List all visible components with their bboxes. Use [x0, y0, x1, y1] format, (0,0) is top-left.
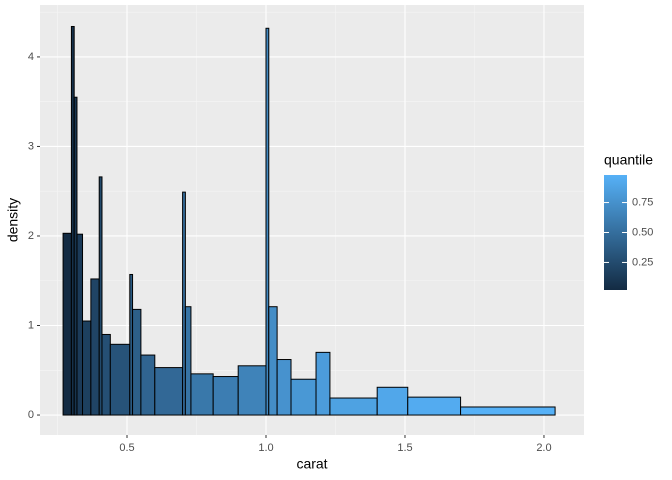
bar	[265, 27, 270, 416]
x-tick-label: 0.5	[119, 442, 134, 454]
bar	[132, 308, 142, 416]
legend-tick-label: 0.75	[632, 196, 653, 208]
bar	[212, 376, 239, 416]
y-tick-label: 1	[28, 319, 34, 331]
x-tick-label: 2.0	[536, 442, 551, 454]
bar	[315, 351, 331, 416]
bar	[460, 406, 556, 416]
y-tick-label: 3	[28, 140, 34, 152]
bar	[376, 386, 409, 416]
bar	[290, 378, 317, 416]
bar	[184, 306, 192, 416]
bar	[276, 359, 292, 416]
bar	[76, 233, 84, 416]
y-tick-label: 2	[28, 230, 34, 242]
bar	[101, 333, 111, 416]
bar	[62, 232, 72, 416]
x-tick-label: 1.0	[258, 442, 273, 454]
legend-tick-label: 0.25	[632, 256, 653, 268]
bar	[140, 354, 156, 416]
bars	[62, 25, 556, 416]
y-axis-title: density	[5, 198, 21, 242]
legend-title: quantile	[604, 152, 653, 168]
colorbar	[604, 175, 627, 290]
bar	[90, 278, 100, 416]
x-tick-label: 1.5	[397, 442, 412, 454]
bar	[182, 191, 186, 416]
bar	[329, 397, 378, 416]
bar	[109, 343, 131, 416]
bar	[98, 176, 103, 416]
y-tick-label: 0	[28, 409, 34, 421]
legend-tick-label: 0.50	[632, 226, 653, 238]
y-tick-label: 4	[28, 51, 34, 63]
bar	[407, 396, 462, 416]
bar	[82, 320, 92, 416]
legend-ticks: 0.25 0.50 0.75	[604, 196, 653, 268]
bar	[190, 373, 214, 416]
x-axis-title: carat	[296, 456, 327, 472]
bar	[237, 365, 267, 416]
bar	[154, 367, 184, 416]
bar	[268, 306, 278, 416]
